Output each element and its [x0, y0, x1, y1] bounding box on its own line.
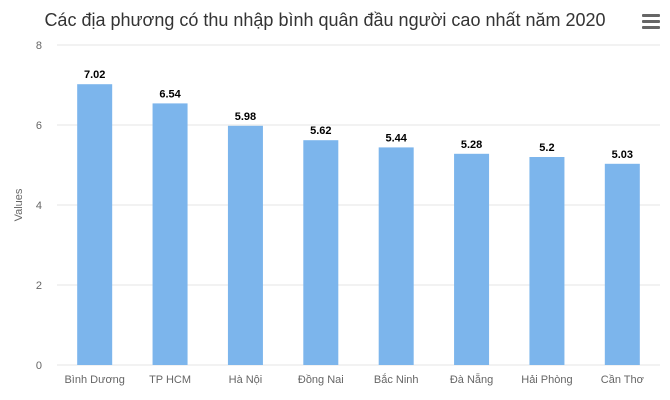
data-label: 7.02 [84, 69, 105, 81]
bar[interactable] [454, 153, 490, 365]
x-axis-ticks: Bình Dương TP HCM Hà Nội Đồng Nai Bắc Ninh Đà… [64, 373, 643, 386]
bar[interactable] [604, 163, 640, 365]
bar[interactable] [77, 84, 113, 365]
data-label: 6.54 [159, 88, 181, 100]
x-tick-label: Cần Thơ [601, 374, 644, 386]
data-labels: 7.02 6.54 5.98 5.62 5.44 5.28 5.2 5.03 [84, 69, 633, 161]
x-tick-label: Đồng Nai [298, 374, 344, 386]
x-tick-label: Đà Nẵng [450, 373, 493, 386]
chart-title: Các địa phương có thu nhập bình quân đầu… [44, 10, 606, 30]
bars [77, 84, 640, 366]
data-label: 5.03 [612, 149, 633, 161]
x-tick-label: Bắc Ninh [374, 373, 419, 386]
data-label: 5.98 [235, 111, 256, 123]
bar[interactable] [378, 147, 414, 365]
bar[interactable] [529, 157, 565, 365]
x-tick-label: Hà Nội [229, 374, 263, 386]
y-tick-label: 2 [36, 280, 42, 292]
y-axis-title: Values [13, 188, 25, 221]
y-axis-ticks: 0 2 4 6 8 [36, 40, 42, 372]
data-label: 5.28 [461, 139, 482, 151]
x-tick-label: Bình Dương [64, 374, 124, 386]
hamburger-menu-icon [642, 14, 660, 17]
data-label: 5.2 [539, 142, 554, 154]
x-tick-label: Hải Phòng [521, 374, 572, 386]
bar[interactable] [303, 140, 339, 365]
bar[interactable] [152, 103, 188, 366]
grid-lines [57, 44, 660, 366]
chart-menu-button[interactable] [642, 14, 660, 30]
data-label: 5.62 [310, 125, 331, 137]
y-tick-label: 8 [36, 40, 42, 52]
y-tick-label: 6 [36, 120, 42, 132]
y-tick-label: 0 [36, 360, 42, 372]
x-tick-label: TP HCM [149, 374, 191, 386]
data-label: 5.44 [385, 132, 407, 144]
bar[interactable] [227, 125, 263, 365]
y-tick-label: 4 [36, 200, 42, 212]
